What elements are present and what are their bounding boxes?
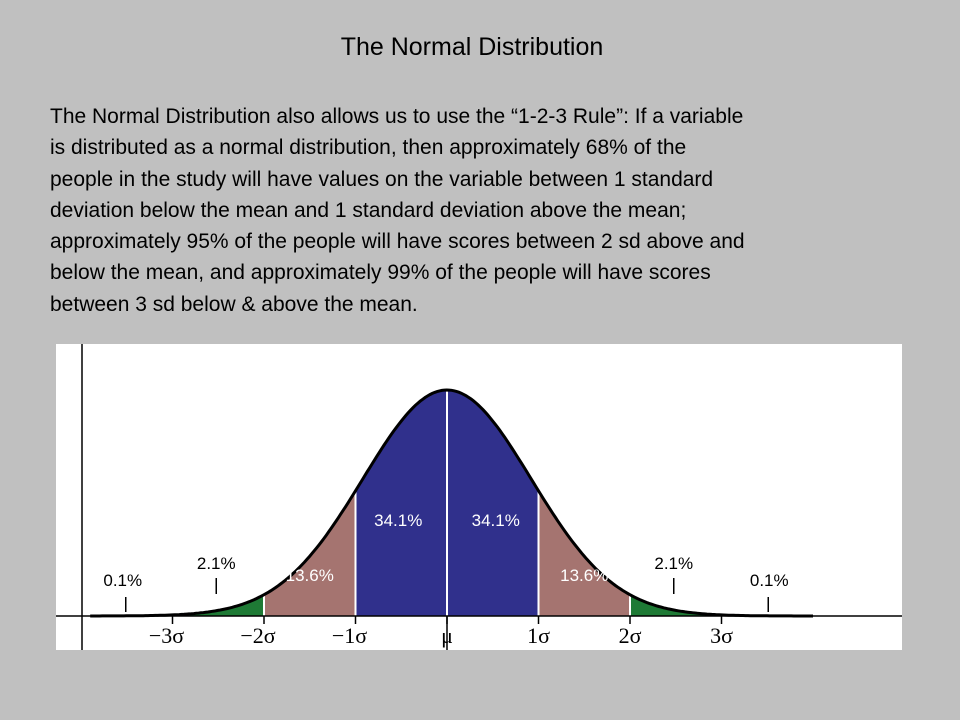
slide-body-text: The Normal Distribution also allows us t… [50,105,745,316]
slide-title: The Normal Distribution [340,33,604,61]
region-percent-label: 34.1% [472,511,520,530]
tail-percent-label: 0.1% [103,571,142,590]
region-percent-label: 2.1% [197,554,236,573]
normal-distribution-chart: −3σ−2σ−1σμ1σ2σ3σ2.1%13.6%34.1%34.1%13.6%… [56,344,902,650]
region-percent-label: 2.1% [654,554,693,573]
region-6-area [630,594,722,616]
normal-curve-line [90,388,813,618]
x-tick-label: −3σ [149,623,184,648]
region-percent-label: 13.6% [286,566,334,585]
region-3-area [355,390,447,616]
x-tick-label: 3σ [710,623,733,648]
region-1-area [172,594,264,616]
region-2-area [264,490,356,616]
x-tick-label: −1σ [332,623,367,648]
region-percent-label: 13.6% [560,566,608,585]
tail-percent-label: 0.1% [750,571,789,590]
x-tick-label: 1σ [527,623,550,648]
x-tick-label: −2σ [240,623,275,648]
x-tick-label: 2σ [619,623,642,648]
region-percent-label: 34.1% [374,511,422,530]
region-4-area [447,390,539,616]
region-5-area [538,490,630,616]
chart-svg: −3σ−2σ−1σμ1σ2σ3σ2.1%13.6%34.1%34.1%13.6%… [56,344,902,650]
